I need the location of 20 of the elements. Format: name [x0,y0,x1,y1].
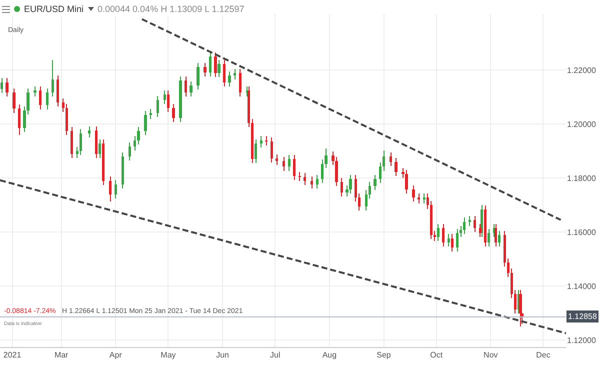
x-tick-label: Sep [376,350,392,360]
x-tick-label: Jun [216,350,229,360]
x-tick-label: May [160,350,176,360]
y-tick-label: 1.18000 [567,174,596,183]
x-tick-label: Jul [270,350,280,360]
x-tick-label: Mar [54,350,69,360]
y-tick-label: 1.14000 [567,282,596,291]
y-tick-label: 1.12000 [567,336,596,345]
y-tick-label: 1.20000 [567,120,596,129]
y-tick-label: 1.16000 [567,228,596,237]
y-tick-label: 1.22000 [567,66,596,75]
ref-line-label: 1.12858 [568,312,598,321]
x-tick-label: Oct [430,350,444,360]
chart-subtitle: 0.00044 0.04% H 1.13009 L 1.12597 [98,4,244,14]
x-tick-label: Aug [322,350,337,360]
x-tick-label: Apr [109,350,122,360]
chart-title: EUR/USD Mini [24,4,84,14]
x-tick-label: Dec [536,350,550,360]
x-tick-label: 2021 [3,350,22,360]
x-tick-label: Nov [484,350,498,360]
